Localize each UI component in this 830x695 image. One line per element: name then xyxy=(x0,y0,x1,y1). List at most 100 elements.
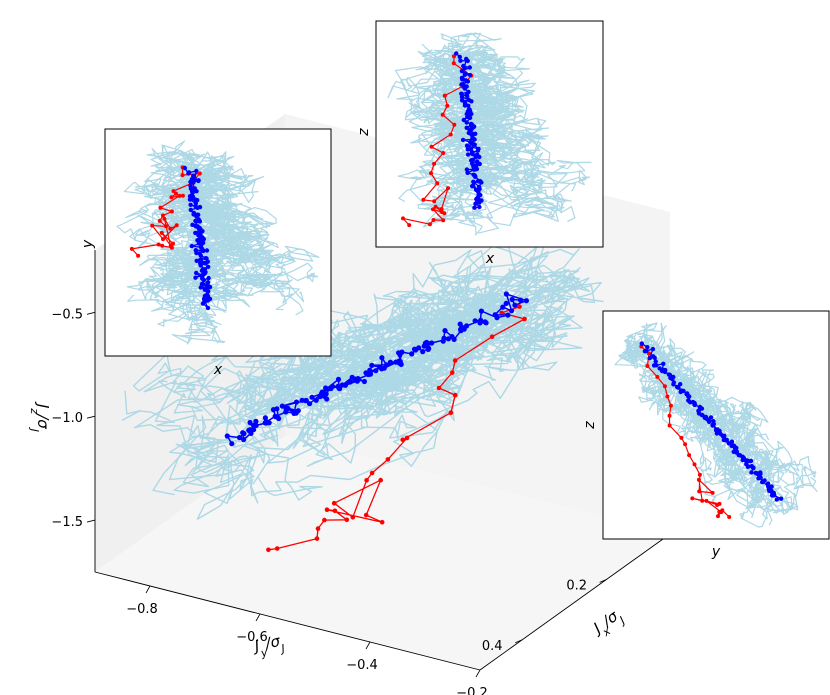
mean-trajectory-point xyxy=(283,409,289,415)
inset-mean-trajectory-point xyxy=(751,465,756,470)
inset-mean-trajectory-point xyxy=(472,205,477,210)
inset-mean-trajectory-point xyxy=(467,115,473,121)
single-trajectory-point xyxy=(436,385,442,391)
inset-mean-trajectory-point xyxy=(188,207,193,213)
inset-mean-trajectory-point xyxy=(464,91,470,96)
inset-mean-trajectory-point xyxy=(765,481,771,486)
inset-mean-trajectory-point xyxy=(454,51,459,56)
inset-single-trajectory-point xyxy=(446,186,450,191)
inset-single-trajectory-point xyxy=(662,384,667,389)
inset-mean-trajectory-point xyxy=(771,493,777,498)
single-trajectory-point xyxy=(364,478,369,483)
inset-mean-trajectory-point xyxy=(191,180,196,185)
mean-trajectory-point xyxy=(396,350,402,356)
mean-trajectory-point xyxy=(518,297,524,303)
inset-mean-trajectory-point xyxy=(708,415,714,420)
inset-single-trajectory-point xyxy=(129,246,134,251)
mean-trajectory-point xyxy=(293,399,300,405)
inset-mean-trajectory-point xyxy=(457,54,462,60)
inset-mean-trajectory-point xyxy=(647,355,652,361)
inset-mean-trajectory-point xyxy=(699,406,705,411)
inset-mean-trajectory-point xyxy=(199,268,205,273)
inset-mean-trajectory-point xyxy=(650,346,656,352)
jy-tick-label: −0.2 xyxy=(456,686,488,695)
inset-single-trajectory-point xyxy=(440,112,445,117)
inset-mean-trajectory-point xyxy=(197,219,203,224)
inset-mean-trajectory-point xyxy=(458,58,463,63)
inset-mean-trajectory-point xyxy=(194,168,199,174)
inset-single-trajectory-point xyxy=(160,243,165,248)
inset-mean-trajectory-point xyxy=(749,470,754,475)
inset-mean-trajectory-point xyxy=(193,201,198,206)
mean-trajectory-point xyxy=(248,430,254,436)
mean-trajectory-point xyxy=(482,319,488,325)
mean-trajectory-point xyxy=(224,433,230,439)
jy-tick xyxy=(255,613,261,622)
inset-mean-trajectory-point xyxy=(201,240,206,245)
inset-single-trajectory-point xyxy=(683,442,688,447)
inset-mean-trajectory-point xyxy=(778,496,784,501)
mean-trajectory-point xyxy=(347,379,353,385)
single-trajectory-point xyxy=(452,392,458,398)
mean-trajectory-point xyxy=(383,362,390,368)
inset-mean-trajectory-point xyxy=(473,131,478,136)
inset-single-trajectory-point xyxy=(700,498,705,503)
inset-single-trajectory-point xyxy=(445,103,450,108)
mean-trajectory-point xyxy=(509,308,515,314)
inset-mean-trajectory-point xyxy=(459,68,465,74)
inset-mean-trajectory-point xyxy=(205,298,211,303)
inset-mean-trajectory-point xyxy=(470,151,475,157)
inset-ensemble-trajectory-line xyxy=(417,44,522,224)
inset-mean-trajectory-point xyxy=(477,154,482,160)
mean-trajectory-point xyxy=(354,378,360,384)
inset-mean-trajectory-point xyxy=(472,137,477,142)
inset-single-trajectory-point xyxy=(407,223,412,228)
mean-trajectory-point xyxy=(367,367,373,373)
inset-single-trajectory-point xyxy=(442,211,447,216)
mean-trajectory-point xyxy=(323,385,329,391)
inset-mean-trajectory-point xyxy=(203,287,208,292)
mean-trajectory-point xyxy=(377,364,383,370)
inset-mean-trajectory-point xyxy=(182,165,187,171)
inset-mean-trajectory-point xyxy=(201,272,206,277)
inset-mean-trajectory-point xyxy=(193,223,198,228)
single-trajectory-point xyxy=(324,507,330,512)
inset-single-trajectory-point xyxy=(150,223,155,228)
inset-mean-trajectory-point xyxy=(737,453,743,458)
inset-single-trajectory-point xyxy=(161,237,165,242)
inset-mean-trajectory-point xyxy=(461,77,466,82)
inset-mean-trajectory-point xyxy=(460,137,466,143)
inset-single-trajectory-point xyxy=(668,403,673,408)
jx-tick xyxy=(515,639,523,644)
inset-mean-trajectory-point xyxy=(734,445,739,451)
inset-mean-trajectory-point xyxy=(477,161,482,167)
ensemble-trajectory-line xyxy=(169,275,556,491)
mean-trajectory-point xyxy=(512,302,518,308)
mean-trajectory-point xyxy=(361,378,367,385)
inset-mean-trajectory-point xyxy=(191,196,196,201)
inset-mean-trajectory-point xyxy=(468,140,473,145)
inset-mean-trajectory-point xyxy=(201,277,206,283)
single-trajectory-point xyxy=(522,316,527,322)
inset-mean-trajectory-point xyxy=(194,270,199,276)
inset-xlabel: x xyxy=(485,251,495,267)
inset-mean-trajectory-point xyxy=(193,275,198,280)
jy-tick xyxy=(145,585,151,594)
inset-plot-area xyxy=(614,322,818,528)
inset-mean-trajectory-point xyxy=(198,263,203,268)
inset-mean-trajectory-point xyxy=(197,258,202,263)
inset-mean-trajectory-point xyxy=(473,174,478,179)
jy-tick xyxy=(475,669,481,678)
inset-mean-trajectory-point xyxy=(676,385,681,390)
inset-mean-trajectory-point xyxy=(473,201,479,206)
inset-single-trajectory-point xyxy=(435,181,440,186)
mean-trajectory-point xyxy=(369,362,375,368)
mean-trajectory-point xyxy=(445,336,451,342)
single-trajectory-point xyxy=(274,546,280,551)
inset-single-trajectory-point xyxy=(692,462,697,467)
inset-mean-trajectory-point xyxy=(472,142,477,147)
inset-mean-trajectory-point xyxy=(462,86,468,91)
inset-plot-area xyxy=(116,140,320,345)
single-trajectory-point xyxy=(499,310,505,316)
